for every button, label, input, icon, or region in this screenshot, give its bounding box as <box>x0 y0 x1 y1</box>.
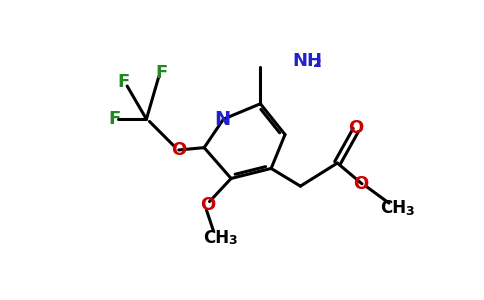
Text: NH: NH <box>293 52 323 70</box>
Text: F: F <box>117 73 129 91</box>
Text: 3: 3 <box>405 205 414 218</box>
Text: F: F <box>108 110 120 128</box>
Text: F: F <box>156 64 168 82</box>
Text: O: O <box>171 141 186 159</box>
Text: N: N <box>214 110 231 129</box>
Text: O: O <box>354 175 369 193</box>
Text: CH: CH <box>203 229 229 247</box>
Text: CH: CH <box>380 200 406 217</box>
Text: O: O <box>200 196 216 214</box>
Text: O: O <box>348 119 363 137</box>
Text: 3: 3 <box>228 234 237 247</box>
Text: 2: 2 <box>314 57 322 70</box>
